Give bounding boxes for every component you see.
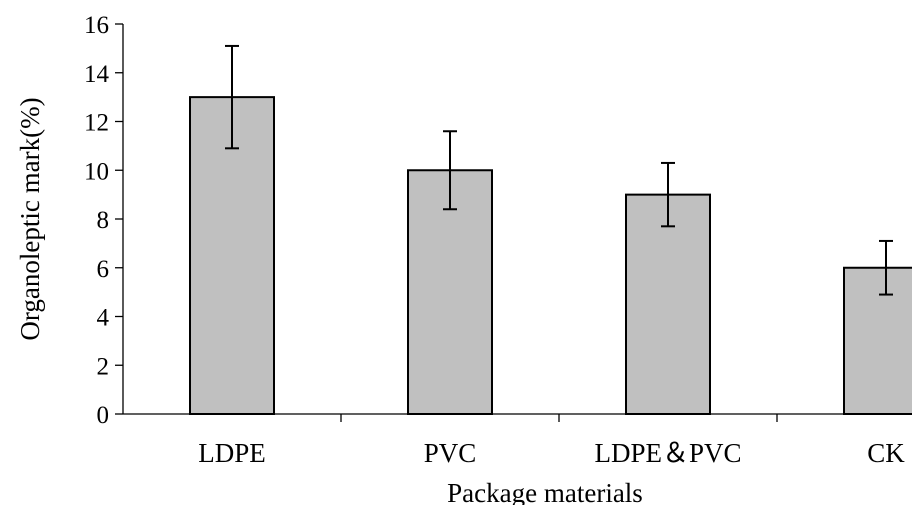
y-axis-ticks: 0 2 4 6 8 10 12 14 16 [84, 12, 123, 429]
category-label: LDPE [198, 438, 266, 468]
x-axis-title: Package materials [447, 478, 643, 505]
category-labels: LDPE PVC LDPE＆PVC CK [198, 438, 905, 468]
y-tick-label: 0 [97, 402, 110, 429]
y-tick-label: 6 [97, 256, 110, 283]
y-tick-label: 16 [84, 12, 109, 39]
error-bars [225, 44, 893, 296]
y-tick-label: 2 [97, 353, 110, 380]
error-bar [879, 239, 893, 296]
category-label: PVC [424, 438, 477, 468]
category-label: CK [867, 438, 905, 468]
y-tick-label: 12 [84, 110, 109, 137]
y-tick-label: 14 [84, 61, 110, 88]
bars [189, 96, 912, 415]
bar-0 [189, 96, 275, 415]
bar-2 [625, 193, 711, 415]
y-tick-label: 10 [84, 158, 109, 185]
y-tick-label: 8 [97, 207, 110, 234]
x-axis-ticks [340, 414, 778, 422]
category-label: LDPE＆PVC [594, 438, 741, 468]
error-bar [225, 44, 239, 150]
y-axis-title: Organoleptic mark(%) [15, 97, 45, 340]
y-tick-label: 4 [97, 305, 110, 332]
error-bar [661, 161, 675, 228]
bar-3 [843, 266, 912, 415]
error-bar [443, 130, 457, 211]
